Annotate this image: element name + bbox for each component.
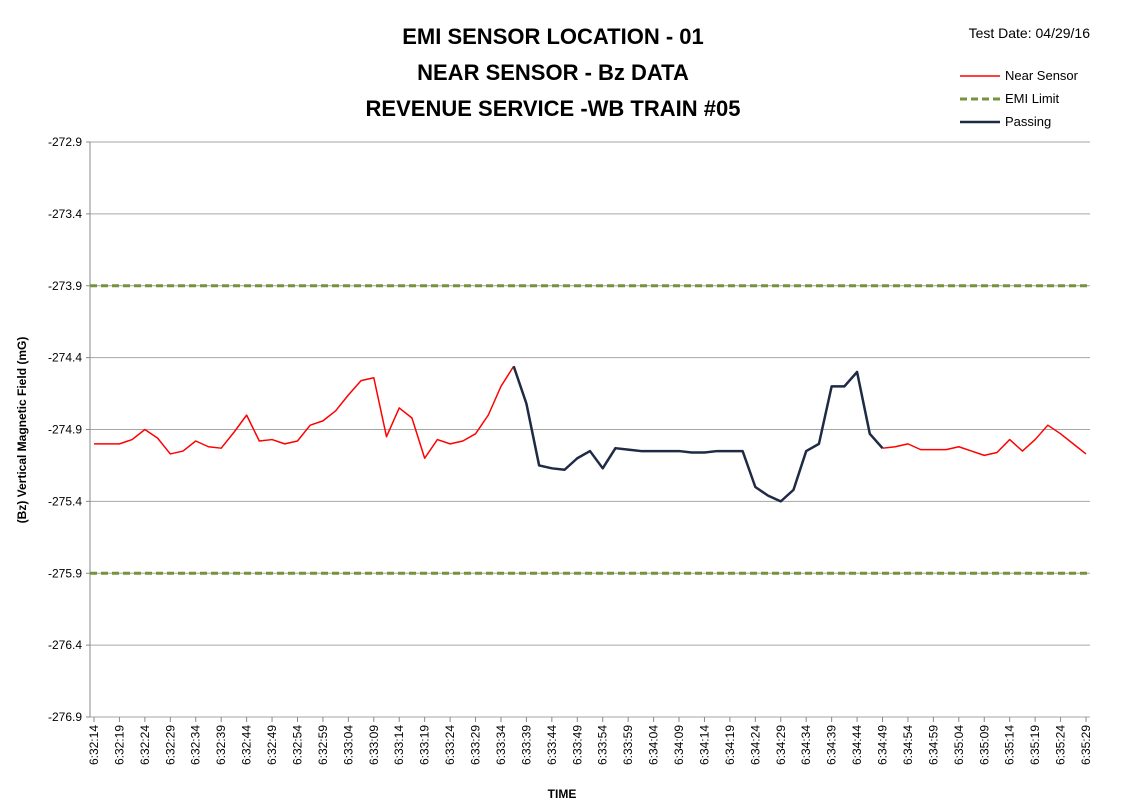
x-tick-label: 6:33:39 [519, 725, 533, 765]
y-tick-label: -273.9 [48, 279, 82, 293]
x-axis-label: TIME [548, 787, 577, 801]
y-tick-label: -275.9 [48, 566, 82, 580]
series-line [512, 365, 884, 503]
x-tick-label: 6:34:04 [647, 725, 661, 765]
series-line [882, 424, 1087, 457]
y-tick-label: -274.4 [48, 351, 82, 365]
y-tick-label: -275.4 [48, 494, 82, 508]
x-tick-label: 6:33:24 [443, 725, 457, 765]
x-tick-label: 6:33:04 [341, 725, 355, 765]
x-tick-label: 6:32:14 [87, 725, 101, 765]
x-tick-label: 6:32:34 [189, 725, 203, 765]
x-tick-label: 6:35:29 [1079, 725, 1093, 765]
x-tick-label: 6:33:14 [392, 725, 406, 765]
x-tick-label: 6:32:49 [265, 725, 279, 765]
x-tick-label: 6:32:24 [138, 725, 152, 765]
x-tick-label: 6:34:59 [926, 725, 940, 765]
x-tick-label: 6:34:29 [774, 725, 788, 765]
y-tick-label: -272.9 [48, 135, 82, 149]
x-tick-label: 6:34:54 [901, 725, 915, 765]
y-tick-label: -276.4 [48, 638, 82, 652]
x-tick-label: 6:33:44 [545, 725, 559, 765]
x-tick-label: 6:33:59 [621, 725, 635, 765]
x-tick-label: 6:32:59 [316, 725, 330, 765]
x-tick-label: 6:34:09 [672, 725, 686, 765]
series-line [94, 365, 515, 459]
x-tick-label: 6:33:54 [596, 725, 610, 765]
x-tick-label: 6:32:54 [290, 725, 304, 765]
y-tick-label: -273.4 [48, 207, 82, 221]
x-tick-label: 6:33:34 [494, 725, 508, 765]
x-tick-label: 6:34:39 [825, 725, 839, 765]
x-tick-label: 6:33:49 [570, 725, 584, 765]
x-tick-label: 6:34:14 [697, 725, 711, 765]
x-tick-label: 6:34:44 [850, 725, 864, 765]
x-tick-label: 6:34:34 [799, 725, 813, 765]
legend-label: Near Sensor [1005, 68, 1079, 83]
chart-title: NEAR SENSOR - Bz DATA [417, 60, 689, 85]
y-axis-label: (Bz) Vertical Magnetic Field (mG) [15, 337, 29, 524]
x-tick-label: 6:35:24 [1054, 725, 1068, 765]
x-tick-label: 6:32:19 [112, 725, 126, 765]
x-tick-label: 6:32:44 [240, 725, 254, 765]
test-date: Test Date: 04/29/16 [969, 25, 1091, 41]
x-tick-label: 6:32:29 [163, 725, 177, 765]
chart-title: REVENUE SERVICE -WB TRAIN #05 [366, 96, 741, 121]
legend-label: EMI Limit [1005, 91, 1060, 106]
x-tick-label: 6:32:39 [214, 725, 228, 765]
x-tick-label: 6:33:19 [418, 725, 432, 765]
x-tick-label: 6:35:14 [1003, 725, 1017, 765]
x-tick-label: 6:33:29 [469, 725, 483, 765]
x-tick-label: 6:34:19 [723, 725, 737, 765]
x-tick-label: 6:33:09 [367, 725, 381, 765]
x-tick-label: 6:34:49 [876, 725, 890, 765]
chart-title: EMI SENSOR LOCATION - 01 [402, 24, 704, 49]
x-tick-label: 6:35:04 [952, 725, 966, 765]
x-tick-label: 6:35:09 [977, 725, 991, 765]
legend-label: Passing [1005, 114, 1051, 129]
x-tick-label: 6:34:24 [748, 725, 762, 765]
y-tick-label: -276.9 [48, 710, 82, 724]
y-tick-label: -274.9 [48, 423, 82, 437]
x-tick-label: 6:35:19 [1028, 725, 1042, 765]
